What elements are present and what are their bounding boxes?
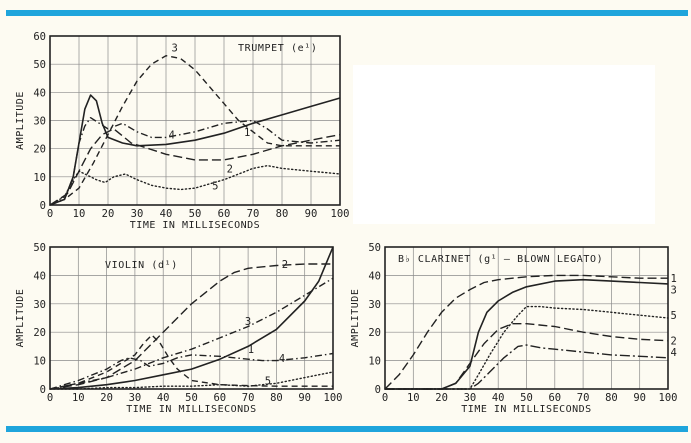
x-tick-label: 10 [407,392,420,404]
series-line-4 [49,352,334,390]
y-tick-label: 50 [33,59,46,71]
x-tick-label: 20 [100,392,113,404]
y-tick-label: 0 [40,200,46,212]
x-tick-label: 80 [270,392,283,404]
series-line-3 [385,278,669,390]
series-line-1 [49,246,334,390]
x-tick-label: 70 [242,392,255,404]
y-tick-label: 0 [40,384,46,396]
x-tick-label: 0 [382,392,388,404]
y-tick-label: 20 [33,327,46,339]
series-label: 5 [670,310,676,322]
x-tick-label: 40 [160,208,173,220]
series-line-2 [49,263,333,390]
x-tick-label: 50 [185,392,198,404]
chart-title: VIOLIN (d¹) [105,260,178,271]
x-tick-label: 30 [131,208,144,220]
x-tick-label: 100 [331,208,350,220]
y-tick-label: 30 [33,299,46,311]
plot-frame [49,35,341,206]
x-tick-label: 70 [577,392,590,404]
series-label: 1 [248,344,254,356]
series-label: 4 [279,353,285,365]
series-label: 2 [670,336,676,348]
x-tick-label: 80 [605,392,618,404]
series-label: 4 [169,130,175,142]
x-tick-label: 50 [520,392,533,404]
y-tick-label: 0 [375,384,381,396]
x-tick-label: 30 [129,392,142,404]
y-tick-label: 40 [33,270,46,282]
series-label: 3 [670,285,676,297]
x-tick-label: 80 [276,208,289,220]
series-line-4 [385,344,669,390]
y-tick-label: 60 [33,31,46,43]
top-rule [6,10,688,16]
series-line-1 [384,274,668,390]
x-tick-label: 100 [659,392,678,404]
series-label: 1 [244,127,250,139]
x-tick-label: 40 [157,392,170,404]
series-line-5 [49,164,341,206]
series-line-3 [49,277,334,390]
y-tick-label: 30 [368,299,381,311]
series-line-3 [49,55,340,206]
series-label: 5 [265,375,271,387]
series-label: 1 [670,273,676,285]
chart-title: B♭ CLARINET (g¹ – BLOWN LEGATO) [398,254,603,265]
series-line-2 [49,128,341,206]
y-tick-label: 30 [33,116,46,128]
y-tick-label: 10 [33,356,46,368]
x-tick-label: 0 [47,208,53,220]
y-tick-label: 20 [33,144,46,156]
y-axis-label: AMPLITUDE [15,91,26,150]
series-line-5 [384,305,669,390]
x-tick-label: 90 [298,392,311,404]
x-tick-label: 0 [47,392,53,404]
x-tick-label: 60 [213,392,226,404]
x-axis-label: TIME IN MILLISECONDS [461,404,591,415]
x-tick-label: 100 [324,392,343,404]
x-axis-label: TIME IN MILLISECONDS [126,404,256,415]
y-tick-label: 50 [33,242,46,254]
series-line-unlabeled-5 [49,334,333,390]
y-tick-label: 20 [368,327,381,339]
chart-0: 0 10 20 30 40 50 60 70 80 90 1000102030405060TIME … [15,31,349,231]
y-tick-label: 10 [33,172,46,184]
y-tick-label: 10 [368,356,381,368]
x-tick-label: 90 [633,392,646,404]
x-tick-label: 70 [247,208,260,220]
series-line-4 [49,117,341,206]
x-tick-label: 20 [102,208,115,220]
x-tick-label: 60 [218,208,231,220]
series-line-5 [49,371,334,390]
y-tick-label: 50 [368,242,381,254]
x-tick-label: 60 [548,392,561,404]
x-tick-label: 10 [73,208,86,220]
x-axis-label: TIME IN MILLISECONDS [130,220,260,231]
series-label: 3 [245,316,251,328]
bottom-rule [6,426,688,432]
series-label: 4 [670,347,676,359]
series-label: 5 [212,180,218,192]
y-tick-label: 40 [368,270,381,282]
y-axis-label: AMPLITUDE [15,289,26,348]
x-tick-label: 40 [492,392,505,404]
x-tick-label: 10 [72,392,85,404]
series-label: 2 [227,163,233,175]
series-label: 2 [282,259,288,271]
y-tick-label: 40 [33,87,46,99]
blank-panel [353,65,655,224]
y-axis-label: AMPLITUDE [350,289,361,348]
x-tick-label: 30 [464,392,477,404]
chart-title: TRUMPET (e¹) [238,43,317,54]
x-tick-label: 50 [189,208,202,220]
series-label: 3 [172,42,178,54]
x-tick-label: 20 [435,392,448,404]
plot-frame [49,246,334,390]
x-tick-label: 90 [305,208,318,220]
